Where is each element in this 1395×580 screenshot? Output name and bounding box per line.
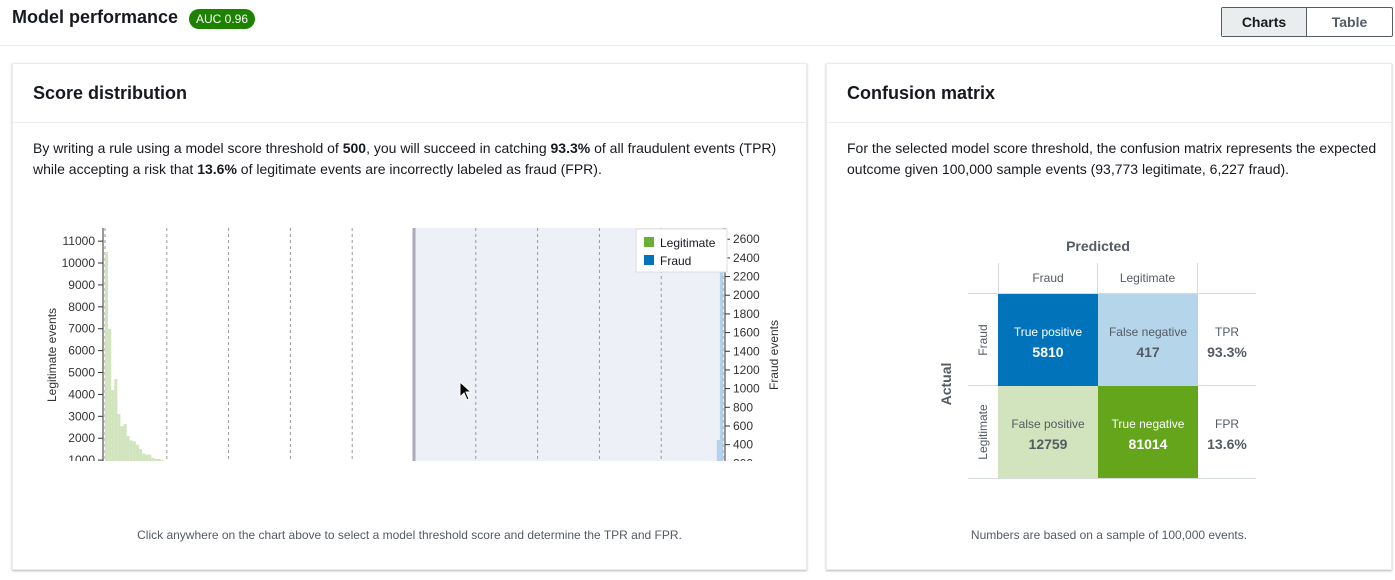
cell-value: 5810 <box>1032 344 1064 360</box>
y-tick-label: 11000 <box>63 234 96 248</box>
y2-tick-label: 2400 <box>733 251 760 265</box>
tab-charts[interactable]: Charts <box>1222 8 1307 36</box>
tpr-cell: TPR 93.3% <box>1198 294 1256 386</box>
y2-tick-label: 400 <box>733 438 753 452</box>
y2-tick-label: 1200 <box>733 363 760 377</box>
mouse-cursor-icon <box>459 380 473 401</box>
page-header: Model performance AUC 0.96 Charts Table <box>0 0 1395 46</box>
column-header-legitimate: Legitimate <box>1098 263 1198 294</box>
legitimate-bar <box>157 459 161 461</box>
y2-tick-label: 600 <box>733 419 753 433</box>
y2-tick-label: 1600 <box>733 326 760 340</box>
panel-title: Confusion matrix <box>827 64 1391 123</box>
true-positive-cell: True positive 5810 <box>998 294 1098 386</box>
legitimate-bar <box>114 379 118 461</box>
score-description: By writing a rule using a model score th… <box>33 138 793 180</box>
score-histogram-chart[interactable]: 0100020003000400050006000700080009000100… <box>1 1 796 461</box>
cell-value: 12759 <box>1028 436 1068 452</box>
true-negative-cell: True negative 81014 <box>1098 386 1198 478</box>
desc-text: , you will succeed in catching <box>366 140 551 156</box>
actual-label: Actual <box>938 362 954 406</box>
matrix-footnote: Numbers are based on a sample of 100,000… <box>970 528 1248 542</box>
cell-value: 417 <box>1136 344 1160 360</box>
legend-label: Fraud <box>660 254 691 268</box>
fraud-bar <box>716 439 720 461</box>
y2-axis-title: Fraud events <box>767 320 781 390</box>
tpr-value: 93.3% <box>1207 344 1247 360</box>
y-tick-label: 4000 <box>68 387 95 401</box>
tpr-label: TPR <box>1215 325 1239 339</box>
legitimate-bar <box>117 414 121 461</box>
y-tick-label: 3000 <box>68 409 95 423</box>
legitimate-bar <box>148 454 152 461</box>
y2-tick-label: 800 <box>733 400 753 414</box>
fpr-label: FPR <box>1215 417 1239 431</box>
y2-tick-label: 1800 <box>733 307 760 321</box>
y-axis-title: Legitimate events <box>45 308 59 402</box>
legitimate-bar <box>154 459 158 461</box>
legitimate-bar <box>129 440 133 461</box>
y2-tick-label: 2600 <box>733 232 760 246</box>
confusion-matrix-panel: Confusion matrix For the selected model … <box>826 63 1392 570</box>
y-tick-label: 8000 <box>68 300 95 314</box>
y2-tick-label: 1400 <box>733 344 760 358</box>
score-distribution-panel: Score distribution By writing a rule usi… <box>12 63 807 570</box>
tab-table[interactable]: Table <box>1331 14 1368 30</box>
cell-value: 81014 <box>1128 436 1168 452</box>
desc-text: By writing a rule using a model score th… <box>33 140 343 156</box>
y-tick-label: 1000 <box>68 453 95 461</box>
legitimate-bar <box>151 457 155 461</box>
legitimate-bar <box>108 328 112 461</box>
false-positive-cell: False positive 12759 <box>998 386 1098 478</box>
y-tick-label: 9000 <box>68 278 95 292</box>
y-tick-label: 7000 <box>68 322 95 336</box>
cell-label: True positive <box>1013 325 1083 339</box>
y-tick-label: 5000 <box>68 366 95 380</box>
desc-text: of all fraudulent events (TPR) while acc… <box>33 140 777 177</box>
cell-label: True negative <box>1111 417 1185 431</box>
legitimate-bar <box>120 426 124 461</box>
legitimate-bar <box>135 444 139 461</box>
row-header-legitimate: Legitimate <box>976 404 990 460</box>
predicted-label: Predicted <box>1066 238 1130 254</box>
cell-label: False positive <box>1011 417 1085 431</box>
y-tick-label: 10000 <box>62 256 96 270</box>
legitimate-bar <box>105 252 109 461</box>
threshold-value: 500 <box>342 140 367 156</box>
fpr-value: 13.6% <box>1207 436 1247 452</box>
row-header-fraud: Fraud <box>976 324 990 356</box>
fpr-cell: FPR 13.6% <box>1198 386 1256 478</box>
legend-swatch-fraud <box>644 255 654 265</box>
legend-label: Legitimate <box>660 236 716 250</box>
view-toggle: Charts Table <box>1221 7 1393 37</box>
y2-tick-label: 1000 <box>733 382 760 396</box>
fpr-value: 13.6% <box>197 161 237 177</box>
y2-tick-label: 2000 <box>733 288 760 302</box>
legitimate-bar <box>111 390 115 461</box>
legend-swatch-legitimate <box>644 237 654 247</box>
cell-label: False negative <box>1108 325 1188 339</box>
column-header-fraud: Fraud <box>998 263 1098 294</box>
page-title: Model performance <box>12 7 179 27</box>
y-tick-label: 2000 <box>68 431 95 445</box>
desc-text: of legitimate events are incorrectly lab… <box>236 161 602 177</box>
chart-hint: Click anywhere on the chart above to sel… <box>137 528 682 542</box>
auc-badge: AUC 0.96 <box>189 9 256 29</box>
legitimate-bar <box>142 453 146 461</box>
y2-tick-label: 200 <box>733 456 753 461</box>
legitimate-bar <box>126 436 130 461</box>
legitimate-bar <box>138 449 143 461</box>
panel-title: Score distribution <box>13 64 806 123</box>
legitimate-bar <box>160 460 164 461</box>
legitimate-bar <box>145 454 149 461</box>
y-tick-label: 6000 <box>68 344 95 358</box>
false-negative-cell: False negative 417 <box>1098 294 1198 386</box>
fraud-bar <box>719 248 723 461</box>
tpr-value: 93.3% <box>550 140 591 156</box>
legitimate-bar <box>123 423 127 461</box>
legitimate-bar <box>132 441 136 461</box>
matrix-description: For the selected model score threshold, … <box>847 140 1377 177</box>
y2-tick-label: 2200 <box>733 270 760 284</box>
